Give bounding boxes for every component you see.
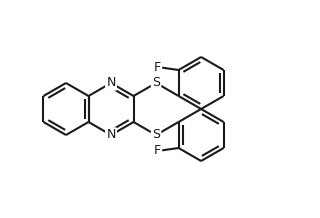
Text: F: F bbox=[154, 144, 161, 157]
Text: S: S bbox=[152, 128, 160, 141]
Text: S: S bbox=[152, 77, 160, 90]
Text: N: N bbox=[106, 128, 116, 141]
Text: F: F bbox=[154, 61, 161, 74]
Text: N: N bbox=[106, 77, 116, 90]
